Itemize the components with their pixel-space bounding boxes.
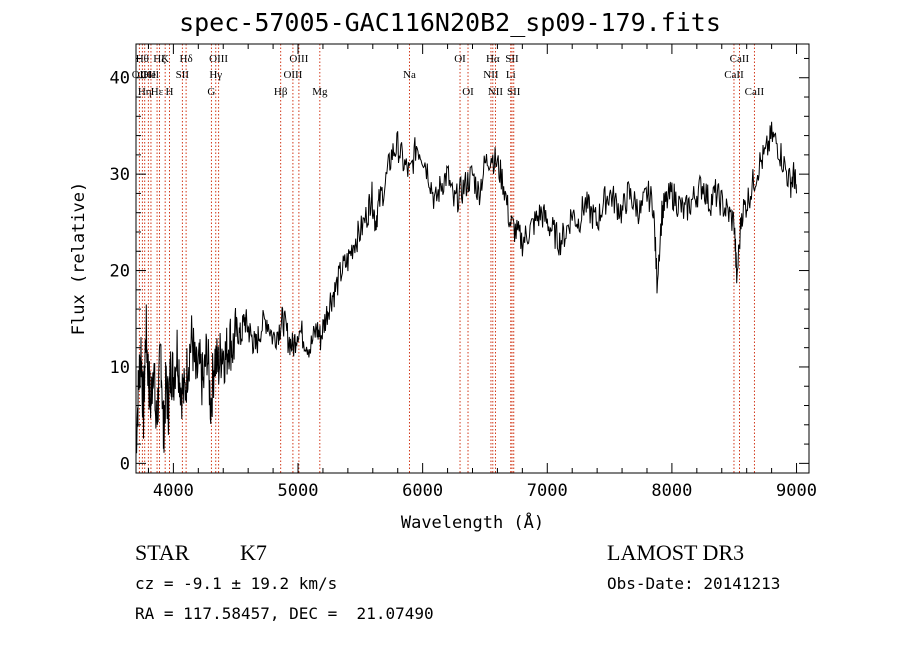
line-label: K <box>161 53 169 65</box>
line-label: Hα <box>486 53 500 65</box>
line-label: OIII <box>209 53 228 65</box>
chart-title: spec-57005-GAC116N20B2_sp09-179.fits <box>179 8 721 37</box>
line-label: Hδ <box>180 53 193 65</box>
line-label: CaII <box>724 69 744 81</box>
x-tick-label: 5000 <box>278 481 319 501</box>
line-label: SII <box>176 69 190 81</box>
line-labels: OIIHθHηOIIHelHεHζKHSIIHδGHγOIIIHβOIIIOII… <box>132 53 765 98</box>
coordinates: RA = 117.58457, DEC = 21.07490 <box>135 604 434 623</box>
x-tick-label: 7000 <box>527 481 568 501</box>
x-tick-label: 4000 <box>153 481 194 501</box>
line-label: Hel <box>143 69 159 81</box>
object-class: STAR <box>135 540 190 565</box>
x-tick-label: 9000 <box>776 481 817 501</box>
x-tick-label: 6000 <box>402 481 443 501</box>
line-label: Hβ <box>274 86 288 98</box>
y-tick-label: 0 <box>120 454 130 474</box>
y-axis: 0 10 20 30 40 <box>110 57 809 474</box>
x-tick-label: 8000 <box>651 481 692 501</box>
line-label: NII <box>483 69 499 81</box>
y-tick-label: 10 <box>110 358 130 378</box>
line-label: H <box>166 86 174 98</box>
line-label: Li <box>506 69 516 81</box>
plot-frame <box>135 43 810 474</box>
line-label: Hθ <box>136 53 149 65</box>
x-axis-label: Wavelength (Å) <box>401 511 544 533</box>
line-label: Mg <box>312 86 328 98</box>
survey-name: LAMOST DR3 <box>607 540 745 565</box>
line-label: SII <box>507 86 521 98</box>
line-label: G <box>207 86 215 98</box>
y-tick-label: 20 <box>110 262 130 282</box>
obs-date: Obs-Date: 20141213 <box>607 574 781 593</box>
line-label: Hε <box>151 86 164 98</box>
x-axis: 4000 5000 6000 7000 8000 9000 <box>147 44 817 501</box>
line-label: NII <box>488 86 504 98</box>
line-label: Hγ <box>209 69 222 81</box>
y-axis-label: Flux (relative) <box>69 182 89 336</box>
line-label: CaII <box>730 53 750 65</box>
object-subclass: K7 <box>240 540 267 565</box>
line-label: OIII <box>283 69 302 81</box>
line-label: OI <box>454 53 466 65</box>
y-tick-label: 30 <box>110 165 130 185</box>
line-label: Hζ <box>153 53 166 65</box>
line-label: CaII <box>745 86 765 98</box>
y-tick-label: 40 <box>110 69 130 89</box>
line-label: SII <box>505 53 519 65</box>
spectrum-line <box>135 121 797 454</box>
redshift-text: cz = -9.1 ± 19.2 km/s <box>135 574 338 593</box>
line-label: OI <box>462 86 474 98</box>
line-label: OIII <box>289 53 308 65</box>
line-label: Hη <box>138 86 152 98</box>
line-markers <box>138 44 755 473</box>
line-label: Na <box>403 69 416 81</box>
